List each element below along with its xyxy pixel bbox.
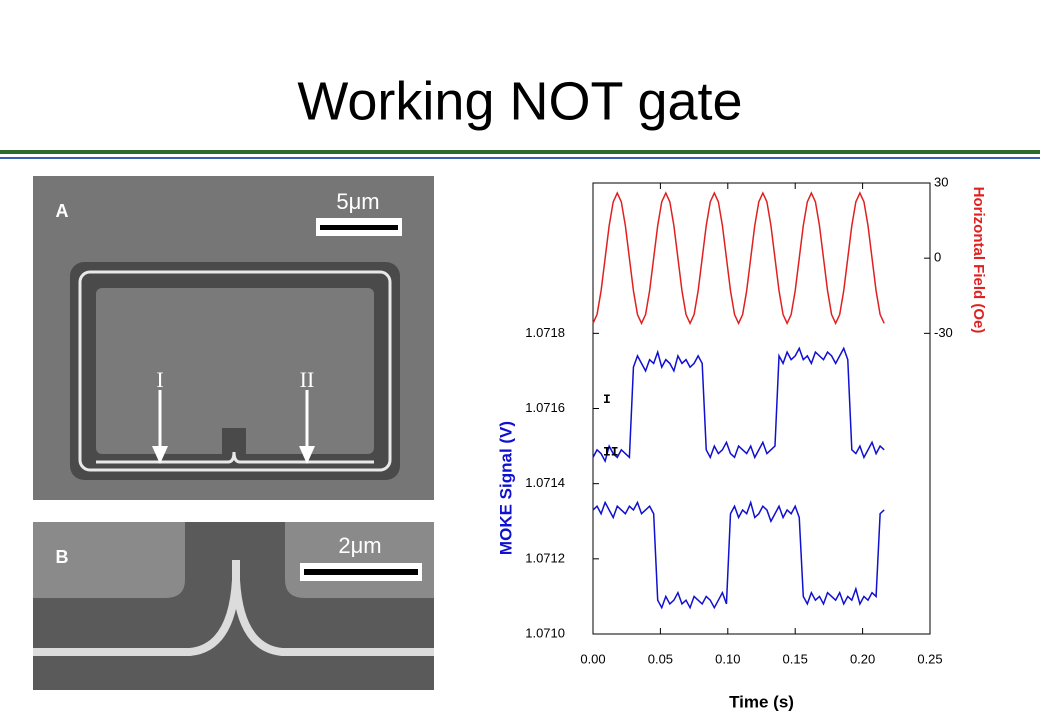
x-tick-label: 0.05: [648, 651, 673, 666]
y-axis-title: MOKE Signal (V): [496, 421, 515, 555]
x-tick-label: 0.25: [917, 651, 942, 666]
title-rule: [0, 150, 1040, 154]
marker-label: I: [156, 367, 163, 392]
chart: 0.00 0.05 0.10 0.15 0.20 0.25 1.0710 1.0712 1.07…: [496, 174, 987, 711]
panel-b: B 2μm: [33, 522, 434, 690]
series-line: [592, 346, 885, 464]
series-line: [592, 191, 885, 326]
y2-tick-label: -30: [934, 325, 953, 340]
series-label: II: [603, 444, 619, 459]
y-tick-label: 1.0716: [525, 400, 565, 415]
x-tick-label: 0.10: [715, 651, 740, 666]
y-tick-label: 1.0718: [525, 325, 565, 340]
y-tick-label: 1.0712: [525, 550, 565, 565]
x-tick-label: 0.20: [850, 651, 875, 666]
series-line: [592, 499, 885, 610]
panel-a: A 5μm I II: [33, 176, 434, 500]
slide-title: Working NOT gate: [297, 71, 742, 131]
scale-bar-label: 2μm: [338, 533, 381, 558]
series-label: I: [603, 392, 611, 407]
x-tick-label: 0.15: [783, 651, 808, 666]
panel-label: B: [56, 547, 69, 567]
y-tick-label: 1.0714: [525, 475, 565, 490]
x-tick-label: 0.00: [580, 651, 605, 666]
scale-bar-label: 5μm: [336, 189, 379, 214]
y-tick-label: 1.0710: [525, 625, 565, 640]
plot-frame: [592, 182, 931, 635]
y2-tick-label: 0: [934, 250, 941, 265]
x-axis-title: Time (s): [729, 692, 794, 711]
y2-tick-label: 30: [934, 174, 948, 189]
marker-label: II: [300, 367, 315, 392]
title-rule-thin: [0, 157, 1040, 159]
panel-label: A: [56, 201, 69, 221]
y2-axis-title: Horizontal Field (Oe): [970, 187, 987, 334]
